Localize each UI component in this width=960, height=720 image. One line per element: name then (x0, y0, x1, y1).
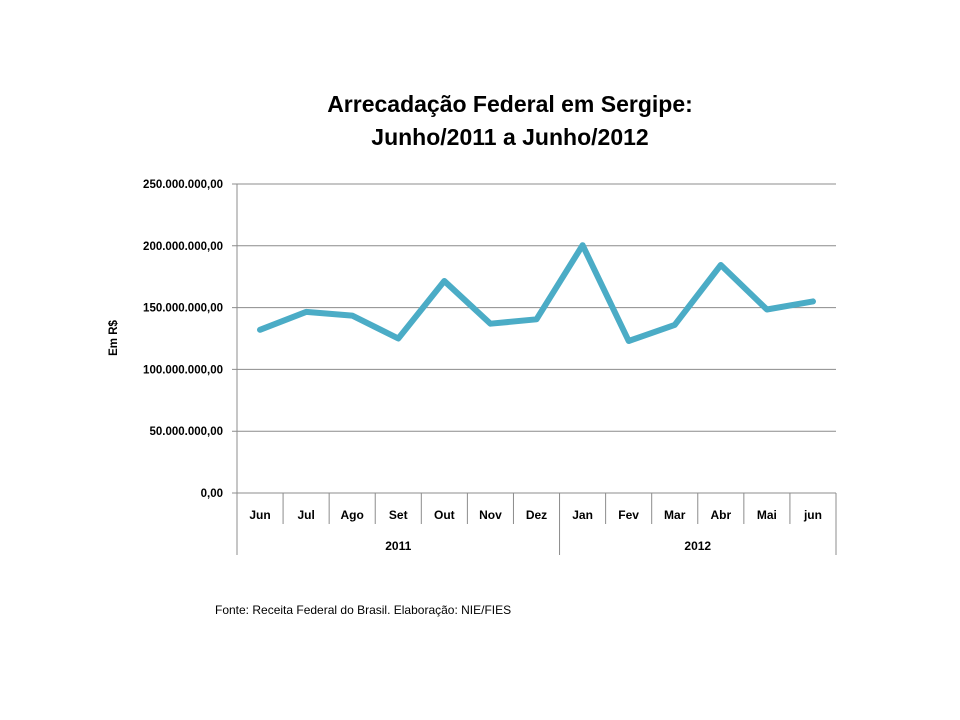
chart-title-block: Arrecadação Federal em Sergipe: Junho/20… (160, 88, 860, 154)
x-tick-label: Nov (479, 508, 502, 522)
x-tick-label: Mar (664, 508, 686, 522)
y-tick-label: 50.000.000,00 (149, 426, 223, 438)
y-tick-label: 200.000.000,00 (143, 241, 223, 253)
x-tick-label: Fev (618, 508, 639, 522)
y-axis-label: Em R$ (108, 320, 120, 356)
x-tick-label: Jan (572, 508, 593, 522)
y-tick-label: 100.000.000,00 (143, 364, 223, 376)
x-tick-label: jun (803, 508, 822, 522)
group-label: 2012 (684, 539, 711, 553)
series-line (257, 242, 816, 344)
x-tick-label: Ago (341, 508, 364, 522)
x-tick-label: Mai (757, 508, 777, 522)
x-tick-label: Set (389, 508, 408, 522)
x-tick-label: Dez (526, 508, 547, 522)
x-tick-label: Jun (249, 508, 270, 522)
y-tick-label: 150.000.000,00 (143, 303, 223, 315)
y-tick-label: 250.000.000,00 (143, 179, 223, 191)
x-tick-label: Jul (297, 508, 314, 522)
x-tick-label: Abr (710, 508, 731, 522)
group-label: 2011 (385, 539, 411, 553)
y-tick-label: 0,00 (201, 488, 223, 500)
source-note: Fonte: Receita Federal do Brasil. Elabor… (215, 603, 512, 617)
x-tick-label: Out (434, 508, 455, 522)
chart-title: Arrecadação Federal em Sergipe: (327, 91, 693, 117)
chart-subtitle: Junho/2011 a Junho/2012 (371, 124, 649, 150)
